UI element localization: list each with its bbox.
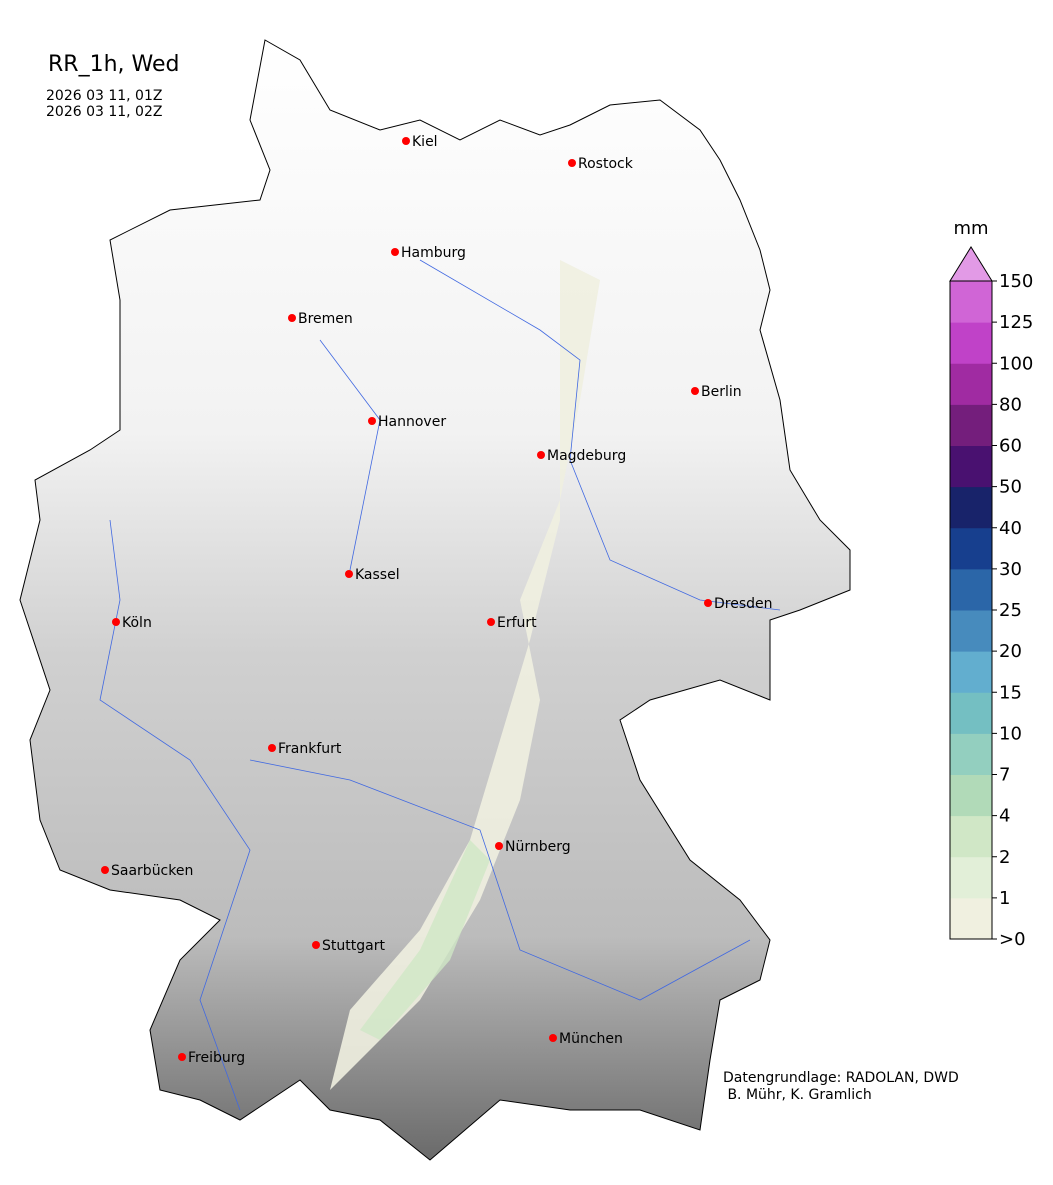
city-marker [704, 599, 712, 607]
city-markers: Kiel Rostock Hamburg Bremen Berlin Hannover Ma… [101, 134, 773, 1066]
colorbar-segment [950, 568, 992, 611]
city-marker [549, 1034, 557, 1042]
city-label: Stuttgart [322, 938, 385, 954]
city-marker [568, 159, 576, 167]
colorbar-tick-label: 30 [999, 559, 1022, 580]
city-marker [487, 618, 495, 626]
map-title: RR_1h, Wed [48, 52, 180, 77]
colorbar-extend-arrow [949, 246, 993, 282]
colorbar-segment [950, 651, 992, 693]
colorbar-segment [950, 322, 992, 364]
colorbar-tick-label: 125 [999, 312, 1033, 333]
colorbar-tick-label: 1 [999, 888, 1010, 909]
city-marker [312, 941, 320, 949]
colorbar-segment [950, 404, 992, 446]
city-marker [691, 387, 699, 395]
precip-area [330, 260, 600, 1090]
colorbar-segment [950, 527, 992, 570]
city-label: Frankfurt [278, 741, 342, 757]
colorbar-segment [950, 281, 992, 323]
city-marker [288, 314, 296, 322]
colorbar-tick-label: 40 [999, 518, 1022, 539]
colorbar-tick-label: 7 [999, 765, 1010, 786]
city-marker [537, 451, 545, 459]
germany-outline [19, 39, 851, 1161]
city-label: Nürnberg [505, 839, 571, 855]
colorbar-tick-label: >0 [999, 929, 1026, 950]
colorbar-tick-label: 50 [999, 477, 1022, 498]
colorbar-segment [950, 610, 992, 652]
city-label: Hannover [378, 414, 446, 430]
colorbar-segment [950, 733, 992, 775]
city-label: Saarbücken [111, 863, 193, 879]
city-marker [268, 744, 276, 752]
city-marker [101, 866, 109, 874]
city-marker [495, 842, 503, 850]
city-marker [112, 618, 120, 626]
colorbar-tick-label: 20 [999, 641, 1022, 662]
city-marker [391, 248, 399, 256]
city-label: Bremen [298, 311, 353, 327]
colorbar-segment [950, 774, 992, 817]
colorbar-tick-label: 80 [999, 394, 1022, 415]
colorbar: >0 1 2 4 7 10 15 20 25 30 40 50 60 80 100 125 150 mm [949, 218, 1033, 950]
credit-line-1: Datengrundlage: RADOLAN, DWD [723, 1070, 959, 1086]
colorbar-segment [950, 445, 992, 488]
city-marker [402, 137, 410, 145]
colorbar-tick-label: 100 [999, 353, 1033, 374]
time-start: 2026 03 11, 01Z [46, 88, 163, 104]
colorbar-tick-label: 150 [999, 271, 1033, 292]
city-label: Freiburg [188, 1050, 245, 1066]
city-label: Berlin [701, 384, 742, 400]
colorbar-tick-label: 15 [999, 682, 1022, 703]
colorbar-tick-label: 25 [999, 600, 1022, 621]
city-label: Kiel [412, 134, 438, 150]
precip-area-light [360, 840, 490, 1040]
colorbar-segment [950, 815, 992, 858]
city-marker [368, 417, 376, 425]
city-label: München [559, 1031, 623, 1047]
credit: Datengrundlage: RADOLAN, DWD B. Mühr, K.… [723, 1070, 959, 1104]
colorbar-tick-label: 2 [999, 847, 1010, 868]
colorbar-segment [950, 486, 992, 529]
city-label: Erfurt [497, 615, 537, 631]
time-end: 2026 03 11, 02Z [46, 104, 163, 120]
city-label: Hamburg [401, 245, 466, 261]
city-marker [345, 570, 353, 578]
colorbar-segment [950, 897, 992, 940]
credit-line-2: B. Mühr, K. Gramlich [723, 1087, 872, 1103]
colorbar-segment [950, 692, 992, 734]
colorbar-tick-label: 10 [999, 723, 1022, 744]
colorbar-tick-label: 60 [999, 436, 1022, 457]
city-label: Rostock [578, 156, 634, 172]
city-label: Magdeburg [547, 448, 626, 464]
city-label: Dresden [714, 596, 773, 612]
colorbar-tick-label: 4 [999, 806, 1010, 827]
city-marker [178, 1053, 186, 1061]
rivers [99, 259, 781, 1111]
city-label: Kassel [355, 567, 400, 583]
colorbar-unit: mm [953, 218, 988, 239]
colorbar-segment [950, 856, 992, 899]
city-label: Köln [122, 615, 152, 631]
colorbar-segment [950, 363, 992, 405]
